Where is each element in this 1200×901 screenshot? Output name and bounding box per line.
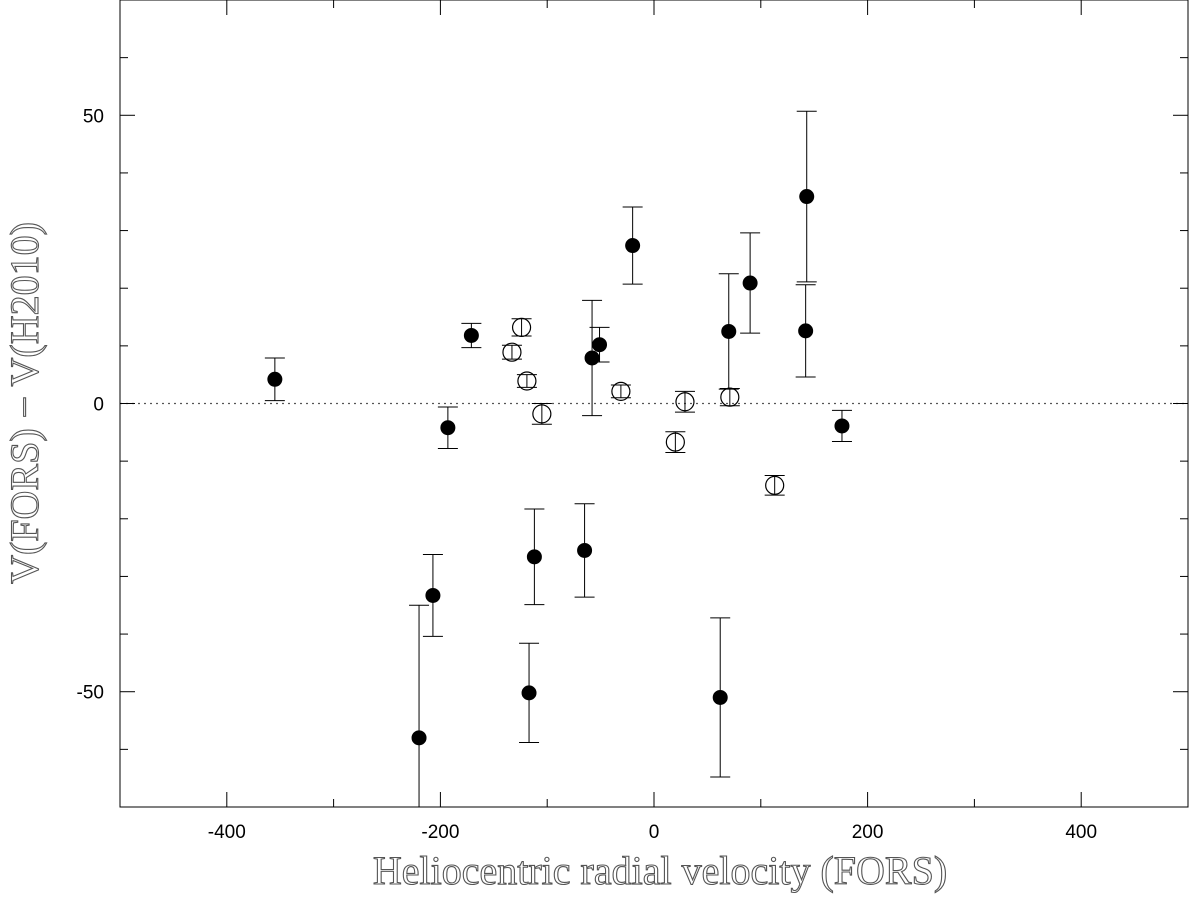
data-point-filled — [798, 323, 814, 339]
data-point-open — [611, 381, 631, 401]
data-point-filled — [440, 420, 456, 436]
data-point-filled — [742, 275, 758, 291]
data-point-filled — [625, 238, 641, 254]
axis-ticks — [120, 0, 1188, 807]
data-point-filled — [721, 323, 737, 339]
data-point-filled — [526, 549, 542, 565]
data-point-filled — [834, 418, 850, 434]
tick-labels: -400 -200 0 200 400 -50 0 50 — [77, 106, 1098, 843]
y-tick-label: 50 — [83, 106, 104, 127]
x-tick-label: 200 — [852, 822, 884, 843]
y-tick-label: 0 — [93, 395, 104, 416]
y-axis-title: V(FORS) − V(H2010) — [2, 222, 47, 584]
error-bars — [264, 110, 852, 807]
x-tick-label: -400 — [208, 822, 246, 843]
data-point-filled — [592, 337, 608, 353]
data-point-open — [675, 392, 695, 412]
data-point-open — [665, 432, 685, 452]
data-point-filled — [584, 350, 600, 366]
data-point-open — [502, 342, 522, 362]
data-point-open — [532, 404, 552, 424]
x-axis-title: Heliocentric radial velocity (FORS) — [373, 848, 947, 893]
data-point-filled — [411, 730, 427, 746]
y-tick-label: -50 — [77, 683, 104, 704]
data-point-filled — [577, 542, 593, 558]
data-point-filled — [267, 371, 283, 387]
data-point-open — [765, 475, 785, 495]
data-point-filled — [463, 327, 479, 343]
data-points — [267, 189, 850, 746]
data-point-open — [511, 317, 532, 338]
data-point-filled — [521, 685, 537, 701]
data-point-filled — [425, 587, 441, 603]
x-tick-label: 400 — [1065, 822, 1097, 843]
data-point-filled — [712, 689, 728, 705]
x-tick-label: 0 — [649, 822, 660, 843]
data-point-filled — [799, 189, 815, 205]
data-point-open — [517, 371, 537, 391]
data-point-open — [720, 387, 740, 407]
x-tick-label: -200 — [421, 822, 459, 843]
